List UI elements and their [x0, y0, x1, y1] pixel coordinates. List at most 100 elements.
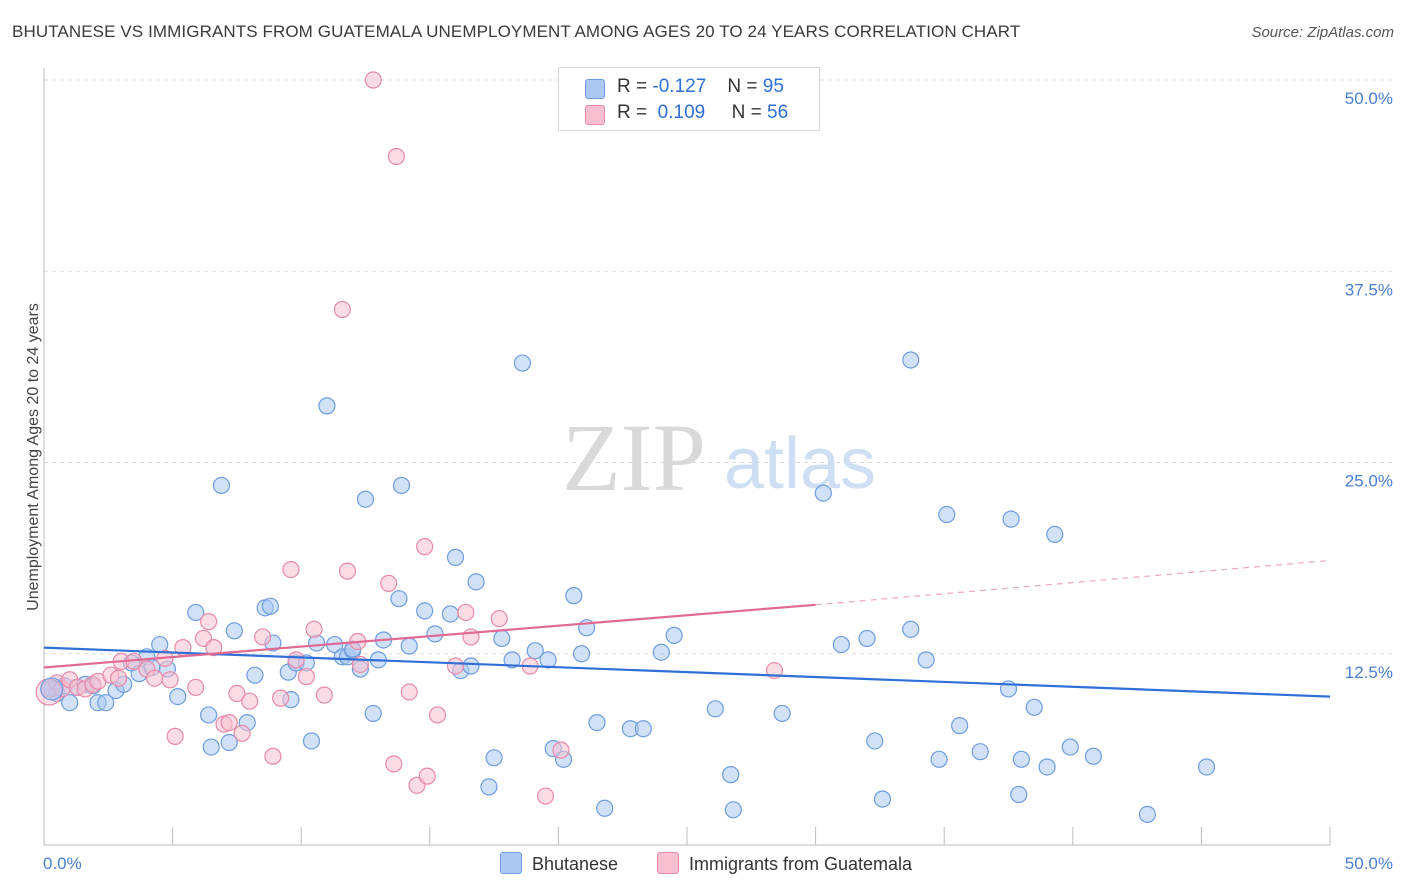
data-point [233, 724, 251, 742]
data-point [873, 790, 892, 808]
legend-n-label: N = [731, 102, 762, 123]
x-tick-label: 50.0% [1345, 854, 1393, 873]
data-point [814, 484, 832, 502]
data-point [212, 476, 231, 495]
data-point [773, 704, 791, 723]
legend-r-value: -0.127 [652, 76, 707, 97]
data-point [1046, 525, 1064, 544]
data-point [302, 732, 321, 750]
data-point [416, 538, 434, 556]
x-tick-label: 0.0% [43, 854, 82, 873]
bottom-legend-swatch-bhutanese [500, 852, 522, 874]
data-point [400, 637, 418, 655]
data-point [1197, 758, 1216, 776]
data-point [665, 626, 683, 644]
data-point [428, 706, 447, 724]
data-point [392, 476, 411, 495]
y-tick-labels: 12.5% 25.0% 37.5% 50.0% [1345, 89, 1393, 682]
data-point [634, 720, 652, 738]
data-point [1038, 758, 1056, 776]
data-point [166, 727, 184, 745]
legend-swatch-bhutanese [585, 79, 605, 99]
x-tick-labels: 0.0% 50.0% [43, 854, 1393, 873]
data-point [539, 651, 557, 669]
data-point [441, 605, 459, 623]
data-point [161, 671, 179, 689]
data-point [467, 573, 485, 591]
data-point [490, 609, 508, 628]
data-point [356, 490, 375, 508]
trend-line [43, 646, 1331, 698]
legend-r-label: R = [617, 76, 648, 97]
data-point [724, 801, 742, 819]
y-tick-label: 25.0% [1345, 472, 1393, 491]
y-axis-label: Unemployment Among Ages 20 to 24 years [25, 303, 42, 611]
legend-r-value: 0.109 [657, 102, 706, 123]
data-point [552, 741, 570, 759]
data-point [416, 602, 434, 620]
y-tick-label: 50.0% [1345, 89, 1393, 108]
data-point [220, 733, 238, 752]
data-point [220, 713, 238, 732]
data-point [652, 643, 670, 661]
data-point [202, 738, 220, 756]
data-point [596, 799, 614, 817]
data-point [241, 692, 259, 710]
data-point [400, 683, 418, 701]
data-point [480, 778, 498, 796]
data-point [503, 651, 521, 669]
data-point [572, 645, 591, 663]
legend-n-value: 56 [767, 102, 789, 123]
legend-n-value: 95 [762, 76, 784, 97]
data-point [902, 620, 920, 638]
legend-swatch-guatemala [585, 105, 605, 125]
chart-title: BHUTANESE VS IMMIGRANTS FROM GUATEMALA U… [12, 22, 1021, 41]
data-point [446, 548, 465, 566]
data-point [722, 766, 740, 784]
data-point [858, 629, 876, 648]
data-point [40, 677, 64, 701]
trend-lines [43, 559, 1331, 698]
data-point [902, 351, 920, 369]
data-point [338, 562, 357, 580]
data-point [457, 603, 475, 622]
data-point [588, 713, 606, 732]
data-point [390, 590, 408, 608]
data-point [1002, 510, 1020, 528]
data-point [364, 71, 382, 89]
data-point [485, 749, 503, 767]
data-point [272, 689, 290, 707]
data-point [187, 603, 205, 622]
data-point [246, 666, 264, 684]
data-point [1010, 785, 1028, 804]
axes [43, 68, 1331, 846]
data-point [364, 704, 382, 723]
data-point [832, 635, 850, 654]
data-point [254, 628, 272, 646]
y-tick-label: 37.5% [1345, 280, 1393, 299]
trend-line [43, 603, 816, 669]
data-point [951, 717, 969, 735]
data-point [1012, 750, 1030, 768]
legend-n-label: N = [727, 76, 758, 97]
data-point [426, 625, 444, 643]
data-point [145, 669, 164, 687]
stats-legend: R = -0.127 N = 95 R = 0.109 N = 56 [558, 67, 820, 131]
data-point [169, 687, 187, 706]
data-point [315, 686, 333, 704]
data-point [333, 300, 351, 319]
data-point [297, 668, 315, 686]
data-point [565, 587, 583, 605]
data-point [513, 354, 531, 372]
y-tick-label: 12.5% [1345, 663, 1393, 682]
bottom-legend-label: Bhutanese [532, 854, 619, 874]
data-point [205, 639, 223, 657]
grid [44, 79, 1395, 655]
bottom-legend-label: Immigrants from Guatemala [689, 854, 913, 874]
data-point [305, 620, 323, 638]
data-point [1061, 738, 1079, 756]
source-label: Source: ZipAtlas.com [1251, 24, 1394, 41]
data-point [526, 642, 544, 660]
data-point [1084, 747, 1102, 765]
data-point [493, 629, 511, 648]
